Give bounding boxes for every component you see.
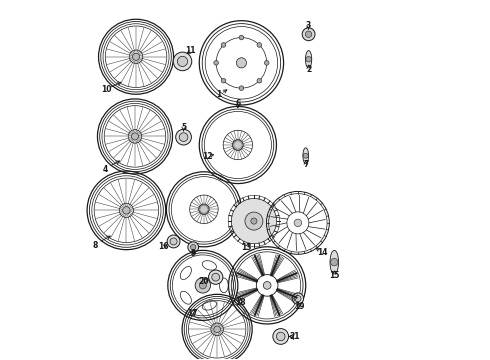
Circle shape <box>188 242 198 252</box>
Circle shape <box>302 28 315 41</box>
Circle shape <box>177 56 188 67</box>
Circle shape <box>198 204 209 215</box>
Circle shape <box>221 78 226 83</box>
Text: 4: 4 <box>103 165 108 174</box>
Text: 14: 14 <box>318 248 328 257</box>
Circle shape <box>173 52 192 71</box>
Ellipse shape <box>303 148 309 163</box>
Circle shape <box>132 53 140 60</box>
Circle shape <box>214 326 220 333</box>
Circle shape <box>131 133 139 140</box>
Circle shape <box>273 329 289 344</box>
Circle shape <box>245 212 263 230</box>
Circle shape <box>239 86 244 90</box>
Text: 3: 3 <box>306 21 311 30</box>
Circle shape <box>232 140 243 150</box>
Ellipse shape <box>330 250 339 274</box>
Circle shape <box>209 270 223 284</box>
Circle shape <box>303 153 308 158</box>
Ellipse shape <box>305 51 312 68</box>
Text: 10: 10 <box>101 85 112 94</box>
Text: 8: 8 <box>93 240 98 249</box>
Circle shape <box>292 293 304 304</box>
Text: 18: 18 <box>235 298 246 307</box>
Text: 1: 1 <box>217 90 222 99</box>
Circle shape <box>195 278 211 293</box>
Circle shape <box>221 42 226 47</box>
Circle shape <box>236 58 246 68</box>
Circle shape <box>179 133 188 141</box>
Circle shape <box>199 282 206 289</box>
Text: 12: 12 <box>202 152 213 161</box>
Circle shape <box>231 198 276 244</box>
Circle shape <box>251 218 257 224</box>
Text: 9: 9 <box>191 249 196 258</box>
Text: 19: 19 <box>294 302 305 311</box>
Text: 6: 6 <box>235 99 241 108</box>
Circle shape <box>257 42 262 47</box>
Circle shape <box>306 57 311 62</box>
Circle shape <box>212 273 220 281</box>
Text: 16: 16 <box>158 242 169 251</box>
Text: 13: 13 <box>242 243 252 252</box>
Text: 2: 2 <box>306 66 311 75</box>
Text: 20: 20 <box>198 276 209 285</box>
Circle shape <box>122 207 130 214</box>
Circle shape <box>294 219 302 227</box>
Text: 7: 7 <box>303 161 308 170</box>
Text: 5: 5 <box>181 123 186 132</box>
Circle shape <box>167 235 180 248</box>
Circle shape <box>263 282 271 289</box>
Circle shape <box>257 78 262 83</box>
Circle shape <box>170 238 177 245</box>
Circle shape <box>214 60 219 65</box>
Circle shape <box>239 35 244 40</box>
Circle shape <box>176 129 192 145</box>
Circle shape <box>276 332 285 341</box>
Circle shape <box>265 60 269 65</box>
Text: 11: 11 <box>185 46 196 55</box>
Circle shape <box>305 31 312 37</box>
Circle shape <box>294 296 301 302</box>
Text: 21: 21 <box>290 332 300 341</box>
Text: 15: 15 <box>329 271 340 280</box>
Circle shape <box>331 258 338 266</box>
Circle shape <box>191 244 196 250</box>
Text: 17: 17 <box>187 309 197 318</box>
